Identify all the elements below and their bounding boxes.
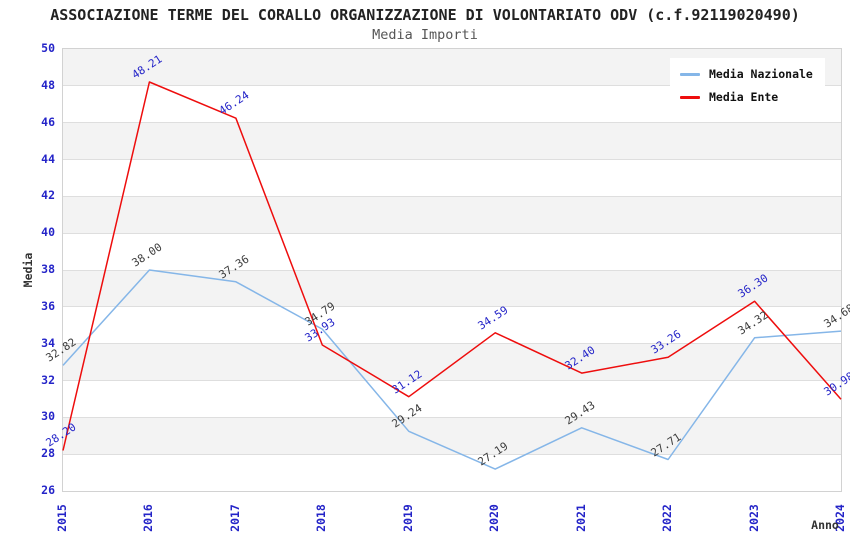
gridline	[63, 306, 841, 308]
y-tick-label: 30	[41, 409, 55, 424]
gridline	[63, 380, 841, 381]
y-tick-label: 50	[41, 41, 55, 55]
legend-item-media-ente: Media Ente	[680, 90, 813, 104]
legend-swatch-ente	[680, 95, 700, 99]
y-tick-label: 32	[41, 372, 55, 387]
chart-title: ASSOCIAZIONE TERME DEL CORALLO ORGANIZZA…	[50, 6, 800, 24]
series-line-1	[62, 81, 842, 451]
plot-area: 32.82 38.00 37.36 34.79 29.24 27.19 29.43 27.71…	[44, 48, 850, 492]
y-tick-label: 42	[41, 188, 55, 203]
x-tick-label: 2019	[400, 504, 415, 532]
y-tick-label: 38	[41, 262, 55, 276]
legend-label: Media Ente	[709, 90, 779, 104]
x-tick-label: 2023	[746, 504, 761, 532]
series-lines	[62, 81, 842, 470]
gridline	[63, 85, 841, 87]
y-tick-label: 44	[41, 151, 55, 166]
x-tick-label: 2021	[573, 504, 588, 532]
x-tick-label: 2015	[55, 504, 69, 532]
y-tick-label: 40	[41, 225, 55, 240]
legend: Media Nazionale Media Ente	[670, 58, 825, 113]
y-tick-label: 46	[41, 114, 55, 129]
legend-swatch-nazionale	[680, 72, 700, 76]
gridline	[63, 122, 841, 124]
chart-subtitle: Media Importi	[372, 27, 478, 43]
gridline	[63, 159, 841, 160]
gridline	[63, 195, 841, 197]
y-axis-title: Media	[21, 252, 35, 288]
gridline	[63, 269, 841, 271]
y-tick-label: 48	[41, 77, 55, 92]
y-tick-label: 34	[41, 335, 55, 350]
y-tick-label: 26	[41, 483, 55, 497]
gridline	[63, 453, 841, 455]
legend-label: Media Nazionale	[709, 67, 813, 81]
gridline	[63, 232, 841, 234]
x-tick-label: 2017	[227, 504, 242, 532]
x-tick-label: 2020	[487, 504, 502, 532]
gridline	[63, 416, 841, 418]
y-tick-label: 36	[41, 298, 55, 313]
y-tick-label: 28	[41, 446, 55, 461]
x-tick-label: 2016	[141, 504, 156, 532]
x-axis-title: Anno	[811, 518, 839, 532]
x-tick-label: 2022	[660, 504, 675, 532]
x-tick-label: 2018	[314, 504, 329, 532]
legend-item-media-nazionale: Media Nazionale	[680, 67, 813, 81]
gridline	[63, 343, 841, 345]
series-line-0	[62, 269, 842, 470]
